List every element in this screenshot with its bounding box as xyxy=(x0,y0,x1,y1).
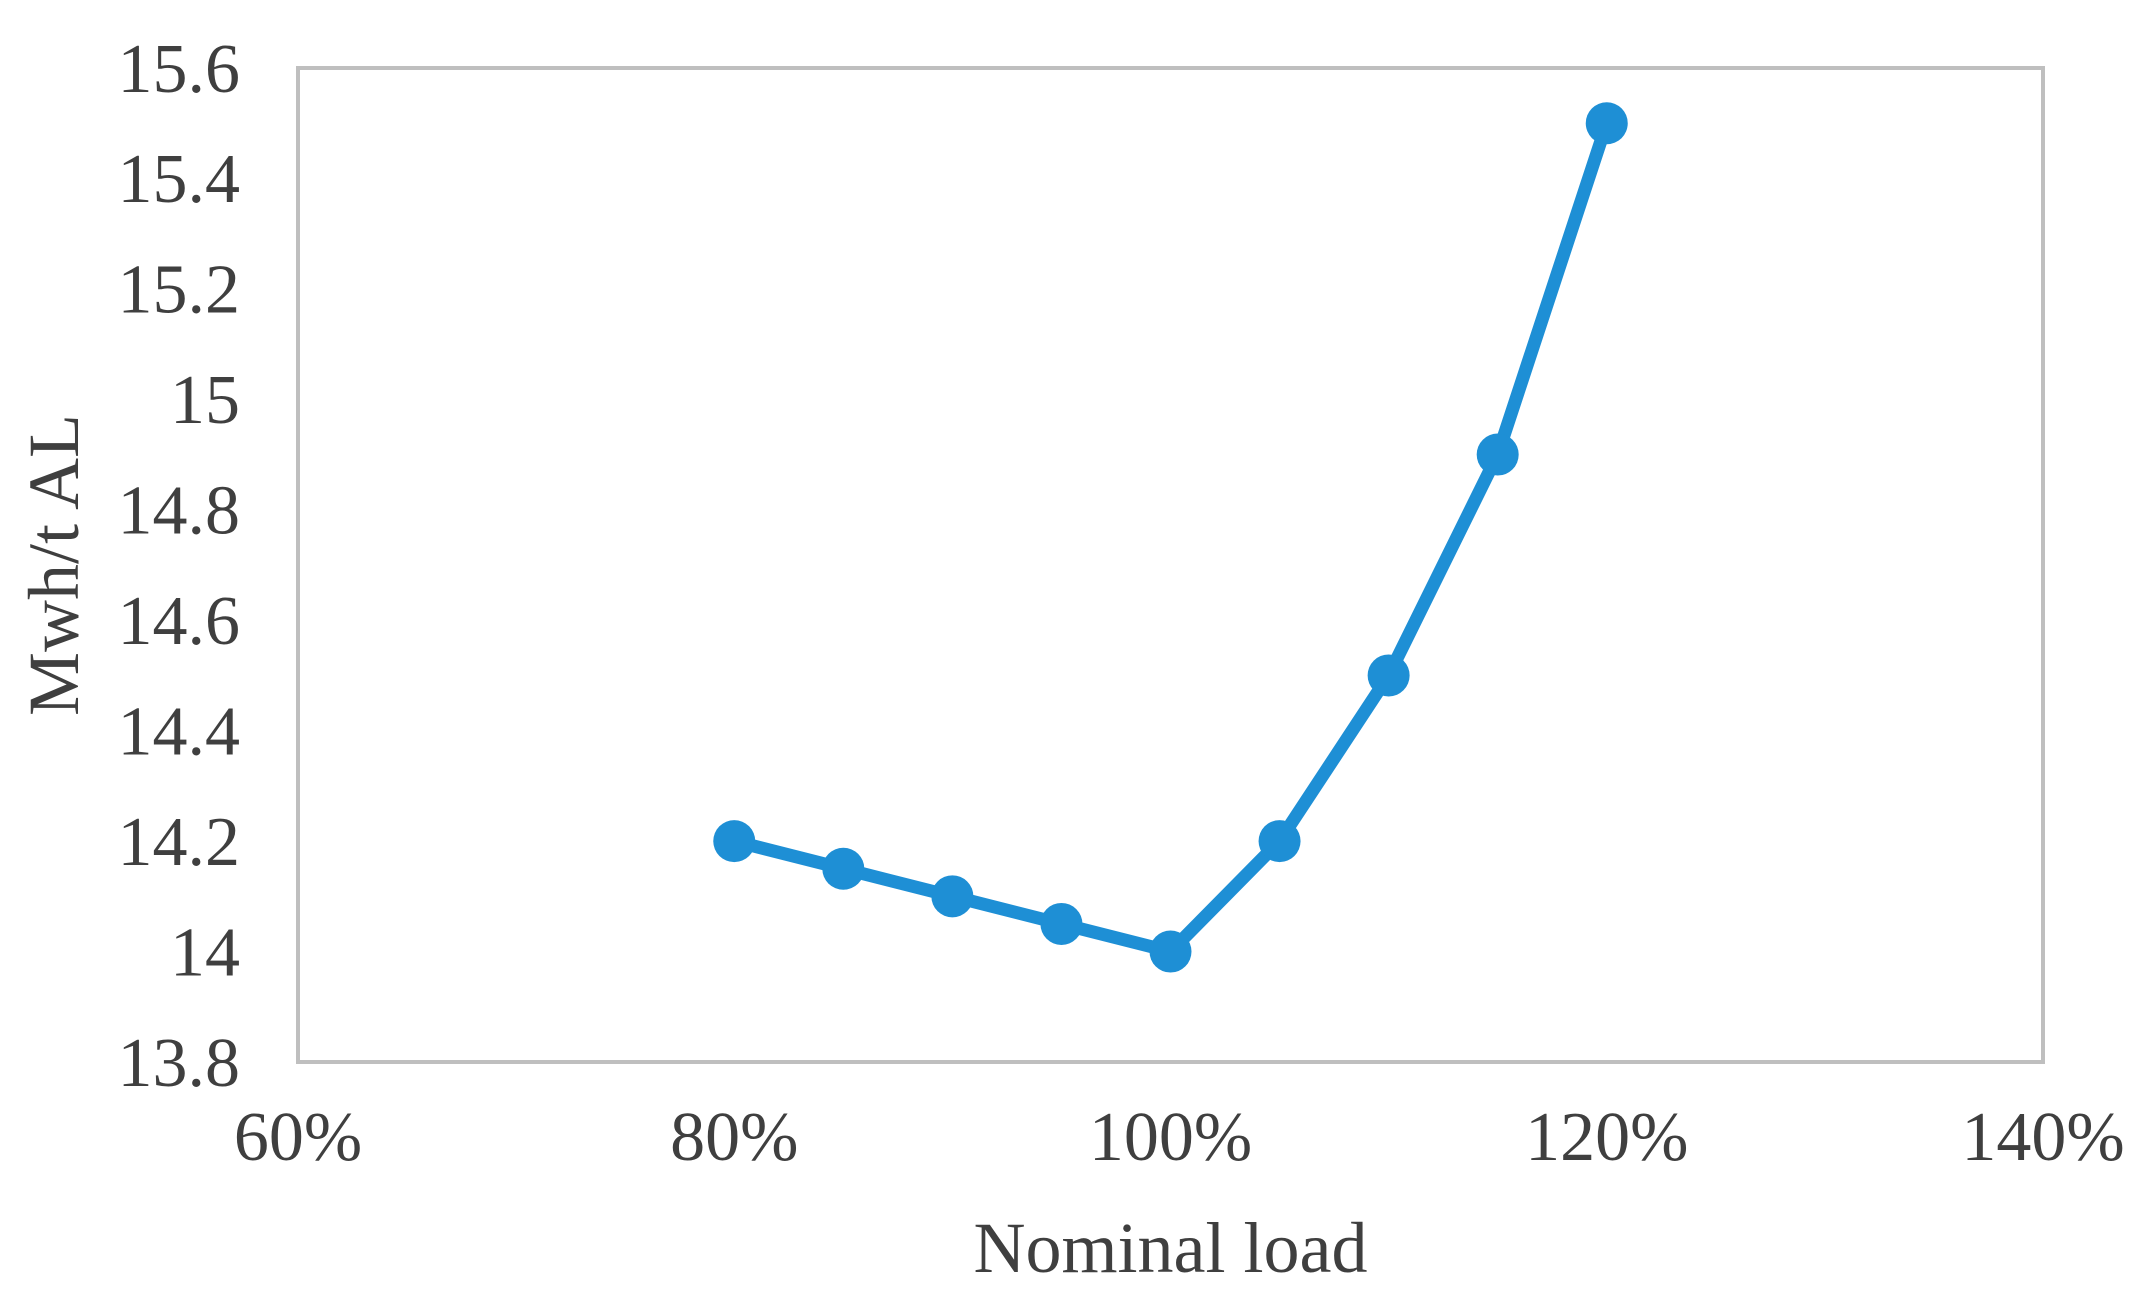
y-tick-label: 15 xyxy=(170,362,240,439)
y-tick-label: 14.4 xyxy=(118,693,241,770)
data-point-marker xyxy=(931,875,974,918)
y-tick-label: 15.6 xyxy=(118,31,241,108)
data-point-marker xyxy=(1585,102,1628,145)
y-tick-label: 14.2 xyxy=(118,804,241,881)
x-tick-label: 80% xyxy=(670,1099,798,1176)
x-tick-label: 100% xyxy=(1089,1099,1252,1176)
y-tick-label: 15.2 xyxy=(118,252,241,329)
y-tick-label: 14 xyxy=(170,914,240,991)
plot-area-border xyxy=(296,66,2045,1064)
y-tick-label: 13.8 xyxy=(118,1025,241,1102)
y-axis-title: Mwh/t AL xyxy=(14,414,94,716)
x-tick-label: 140% xyxy=(1961,1099,2124,1176)
x-axis-title: Nominal load xyxy=(974,1208,1368,1288)
data-point-marker xyxy=(1258,820,1301,863)
data-point-marker xyxy=(1367,654,1410,697)
y-tick-label: 15.4 xyxy=(118,141,241,218)
x-tick-label: 120% xyxy=(1525,1099,1688,1176)
x-tick-label: 60% xyxy=(234,1099,362,1176)
y-tick-label: 14.8 xyxy=(118,473,241,550)
data-point-marker xyxy=(713,820,756,863)
data-point-marker xyxy=(822,847,865,890)
data-point-marker xyxy=(1040,902,1083,945)
data-point-marker xyxy=(1149,930,1192,973)
data-point-marker xyxy=(1476,433,1519,476)
y-tick-label: 14.6 xyxy=(118,583,241,660)
